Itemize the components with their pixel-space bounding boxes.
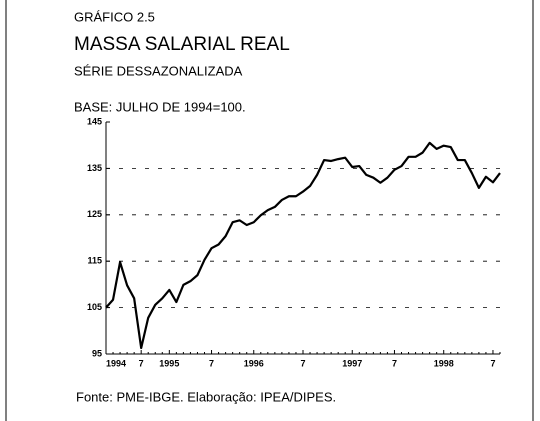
x-tick-label: 1994 <box>106 358 126 368</box>
chart-title: MASSA SALARIAL REAL <box>74 34 290 55</box>
chart-subtitle: SÉRIE DESSAZONALIZADA <box>74 63 243 78</box>
chart-note: BASE: JULHO DE 1994=100. <box>74 99 246 114</box>
x-tick-label: 7 <box>209 358 214 368</box>
x-tick-label: 7 <box>139 358 144 368</box>
x-tick-label: 1996 <box>244 358 264 368</box>
x-tick-label: 1997 <box>342 358 362 368</box>
x-tick-label: 7 <box>300 358 305 368</box>
y-tick-label: 105 <box>87 302 102 312</box>
x-tick-label: 1995 <box>159 358 179 368</box>
x-tick-label: 1998 <box>434 358 454 368</box>
data-line <box>105 141 501 350</box>
x-tick-label: 7 <box>392 358 397 368</box>
chart-source: Fonte: PME-IBGE. Elaboração: IPEA/DIPES. <box>76 389 336 404</box>
y-tick-label: 95 <box>92 348 102 358</box>
y-tick-label: 135 <box>87 163 102 173</box>
y-tick-label: 115 <box>87 256 102 266</box>
chart-label: GRÁFICO 2.5 <box>74 9 155 24</box>
y-tick-label: 125 <box>87 209 102 219</box>
y-tick-label: 145 <box>87 116 102 126</box>
x-tick-label: 7 <box>490 358 495 368</box>
